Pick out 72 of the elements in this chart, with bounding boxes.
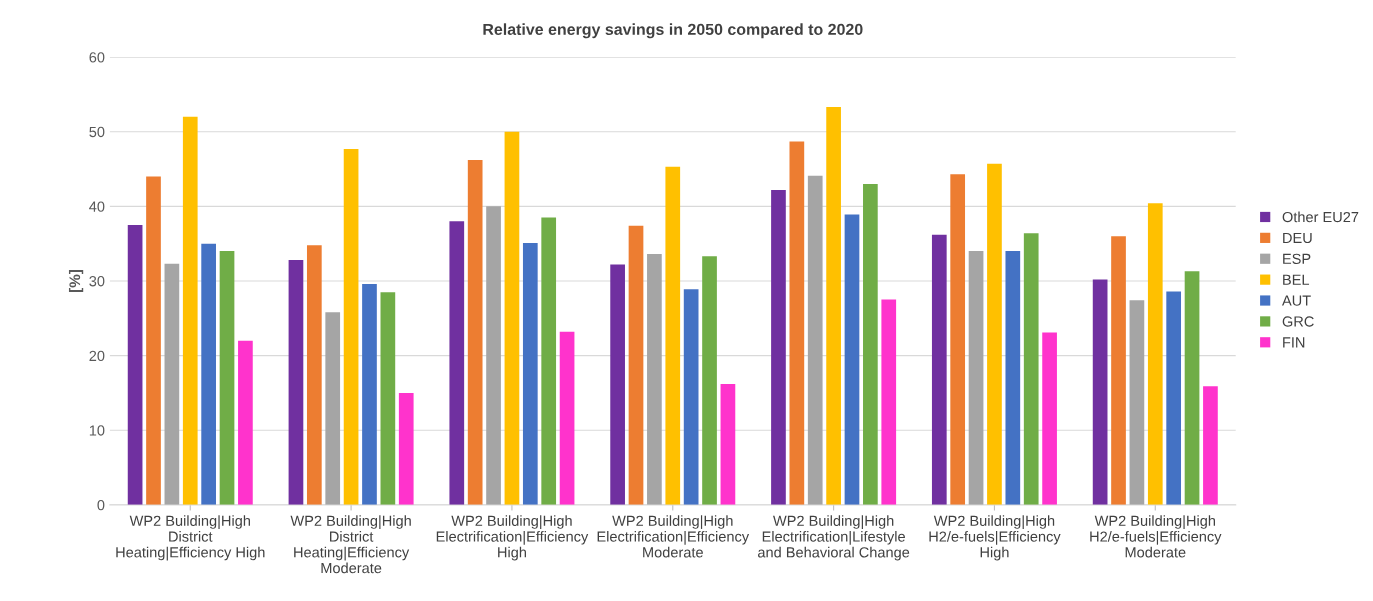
chart-title: Relative energy savings in 2050 compared to 2020 [483,23,863,39]
bar [789,141,805,505]
bar [844,214,860,505]
x-tick-label: WP2 Building|High District Heating|Efficiency Moderate [290,515,411,574]
bar [127,225,143,505]
bar [164,263,180,505]
bar [146,176,161,505]
bar [1147,203,1163,505]
legend-label: ESP [1283,253,1311,264]
y-tick-label: 60 [89,52,105,63]
bar [1166,291,1182,505]
bar [343,148,359,505]
y-tick-label: 50 [89,126,105,138]
bar [219,251,235,505]
legend-label: GRC [1282,316,1314,327]
x-tick-label: WP2 Building|High Electrification|Efficiency High [436,515,589,561]
bar [647,254,662,505]
legend-label: Other EU27 [1282,211,1359,223]
bar [826,107,841,505]
y-tick-label: 10 [89,425,105,436]
bar [398,392,414,505]
bar [559,331,575,505]
bar [522,242,538,505]
bar [931,234,947,505]
bar [863,183,878,505]
bar [486,206,501,505]
legend-label: DEU [1283,232,1312,244]
bar [1005,251,1021,505]
legend-label: FIN [1283,337,1305,348]
bar [182,116,198,505]
bar [881,299,897,505]
bar [720,383,736,505]
bar [1023,233,1039,505]
bar [665,166,681,505]
bar [306,245,322,505]
bar [449,221,465,505]
bar [238,340,253,505]
bar [610,264,625,505]
y-axis-title: [%] [68,269,84,292]
y-tick-label: 20 [89,350,105,362]
bar [1111,236,1126,505]
x-tick-label: WP2 Building|High District Heating|Efficiency High [116,515,265,561]
bar [987,163,1002,505]
x-tick-label: WP2 Building|High H2/e-fuels|Efficiency High [929,515,1061,561]
bar [1129,300,1145,505]
bar [683,289,699,505]
bar [807,175,823,505]
bar [288,260,304,505]
legend-label: BEL [1283,274,1310,285]
bar [467,160,483,505]
legend-label: AUT [1281,295,1311,306]
bar [504,131,520,505]
x-tick-label: WP2 Building|High Electrification|Efficiency Moderate [597,515,750,558]
bar [1184,271,1200,505]
bar [1092,279,1108,505]
bar [771,189,786,505]
bar [541,217,557,505]
y-tick-label: 0 [97,499,105,511]
bar [201,243,216,505]
bar [1042,332,1057,505]
bar [628,225,644,505]
bar [1203,386,1218,505]
x-tick-label: WP2 Building|High Electrification|Lifestyle and Behavioral Change [758,515,910,561]
bar [380,292,396,505]
y-tick-label: 30 [89,276,105,287]
bar [325,312,341,505]
bar [702,256,717,505]
x-tick-label: WP2 Building|High H2/e-fuels|Efficiency Moderate [1090,515,1222,558]
y-tick-label: 40 [89,201,105,212]
bar [362,283,377,505]
bar [950,174,966,505]
bar [968,251,984,505]
